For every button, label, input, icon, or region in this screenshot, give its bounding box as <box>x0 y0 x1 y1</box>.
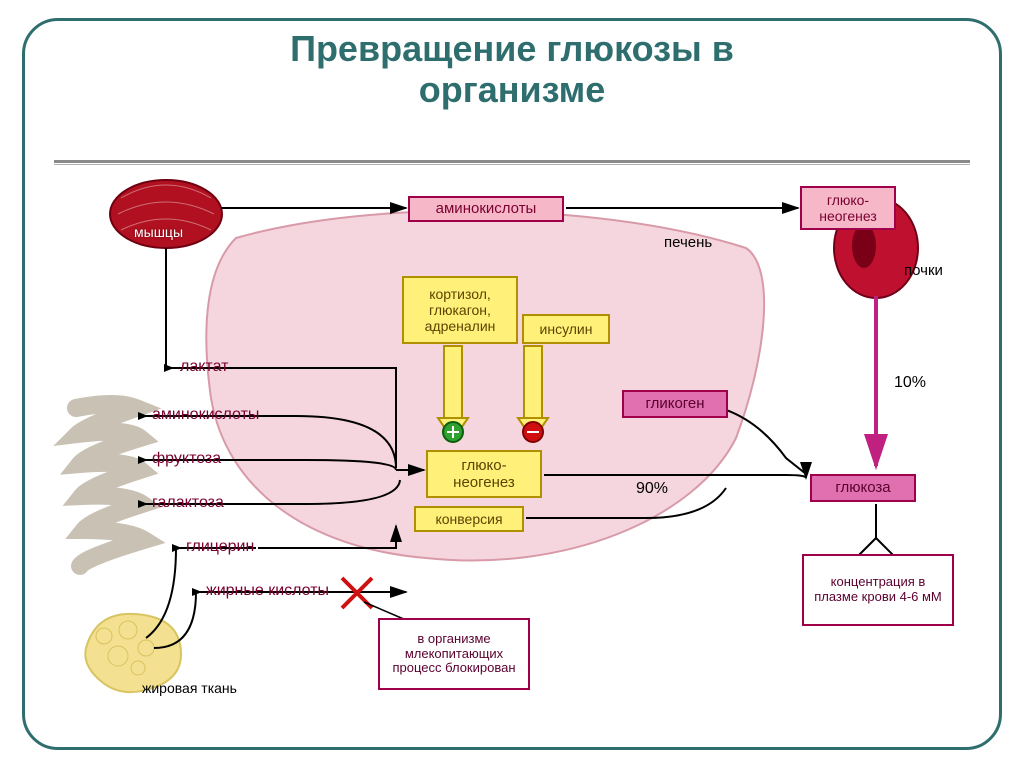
label-amino: аминокислоты <box>152 406 259 424</box>
label-galactose: галактоза <box>152 494 224 512</box>
box-glycogen: гликоген <box>622 390 728 418</box>
title-rule <box>54 160 970 163</box>
page-title: Превращение глюкозы в организме <box>0 28 1024 111</box>
box-conversion: конверсия <box>414 506 524 532</box>
intestine-shape <box>76 404 144 566</box>
label-liver: печень <box>664 234 712 251</box>
box-gluconeogenesis: глюко- неогенез <box>426 450 542 498</box>
label-glycerol: глицерин <box>186 538 254 556</box>
box-hormones: кортизол, глюкагон, адреналин <box>402 276 518 344</box>
label-kidneys: почки <box>904 262 943 279</box>
box-glucose: глюкоза <box>810 474 916 502</box>
label-fatty: жирные кислоты <box>206 582 329 600</box>
diagram-stage: мышцы печень почки жировая ткань лактат … <box>46 178 978 718</box>
label-pct90: 90% <box>636 480 668 498</box>
title-line-1: Превращение глюкозы в <box>290 28 734 69</box>
title-line-2: организме <box>419 69 606 110</box>
title-rule-shadow <box>54 164 970 165</box>
label-fructose: фруктоза <box>152 450 221 468</box>
label-muscle: мышцы <box>134 224 183 240</box>
box-note-concentration: концентрация в плазме крови 4-6 мМ <box>802 554 954 626</box>
box-note-blocked: в организме млекопитающих процесс блокир… <box>378 618 530 690</box>
label-adipose: жировая ткань <box>142 680 237 696</box>
label-lactate: лактат <box>180 358 228 376</box>
box-insulin: инсулин <box>522 314 610 344</box>
label-pct10: 10% <box>894 374 926 392</box>
box-gluconeo-top: глюко- неогенез <box>800 186 896 230</box>
box-amino-top: аминокислоты <box>408 196 564 222</box>
